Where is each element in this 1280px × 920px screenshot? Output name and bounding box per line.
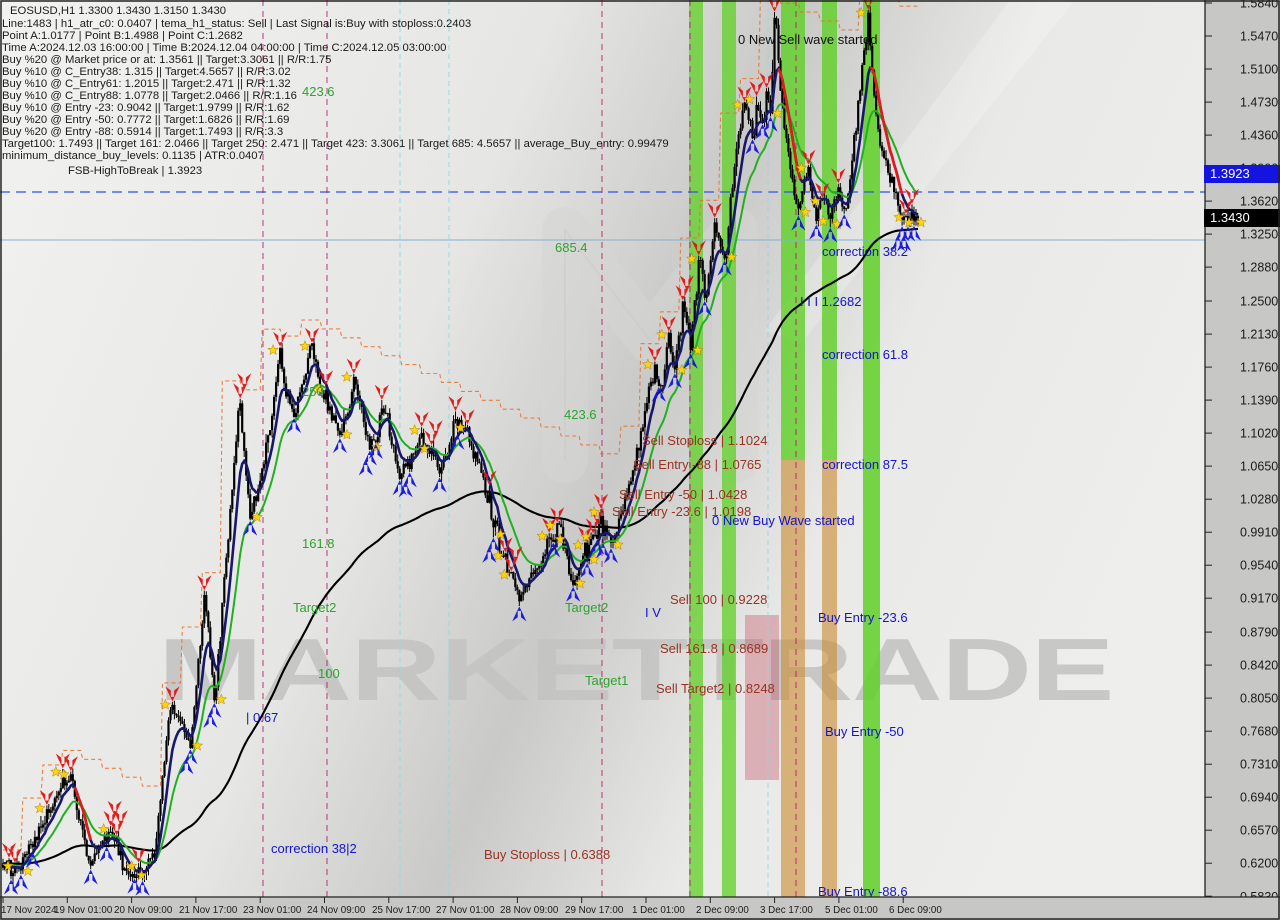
svg-text:MARKETTRADE: MARKETTRADE xyxy=(158,620,1113,719)
